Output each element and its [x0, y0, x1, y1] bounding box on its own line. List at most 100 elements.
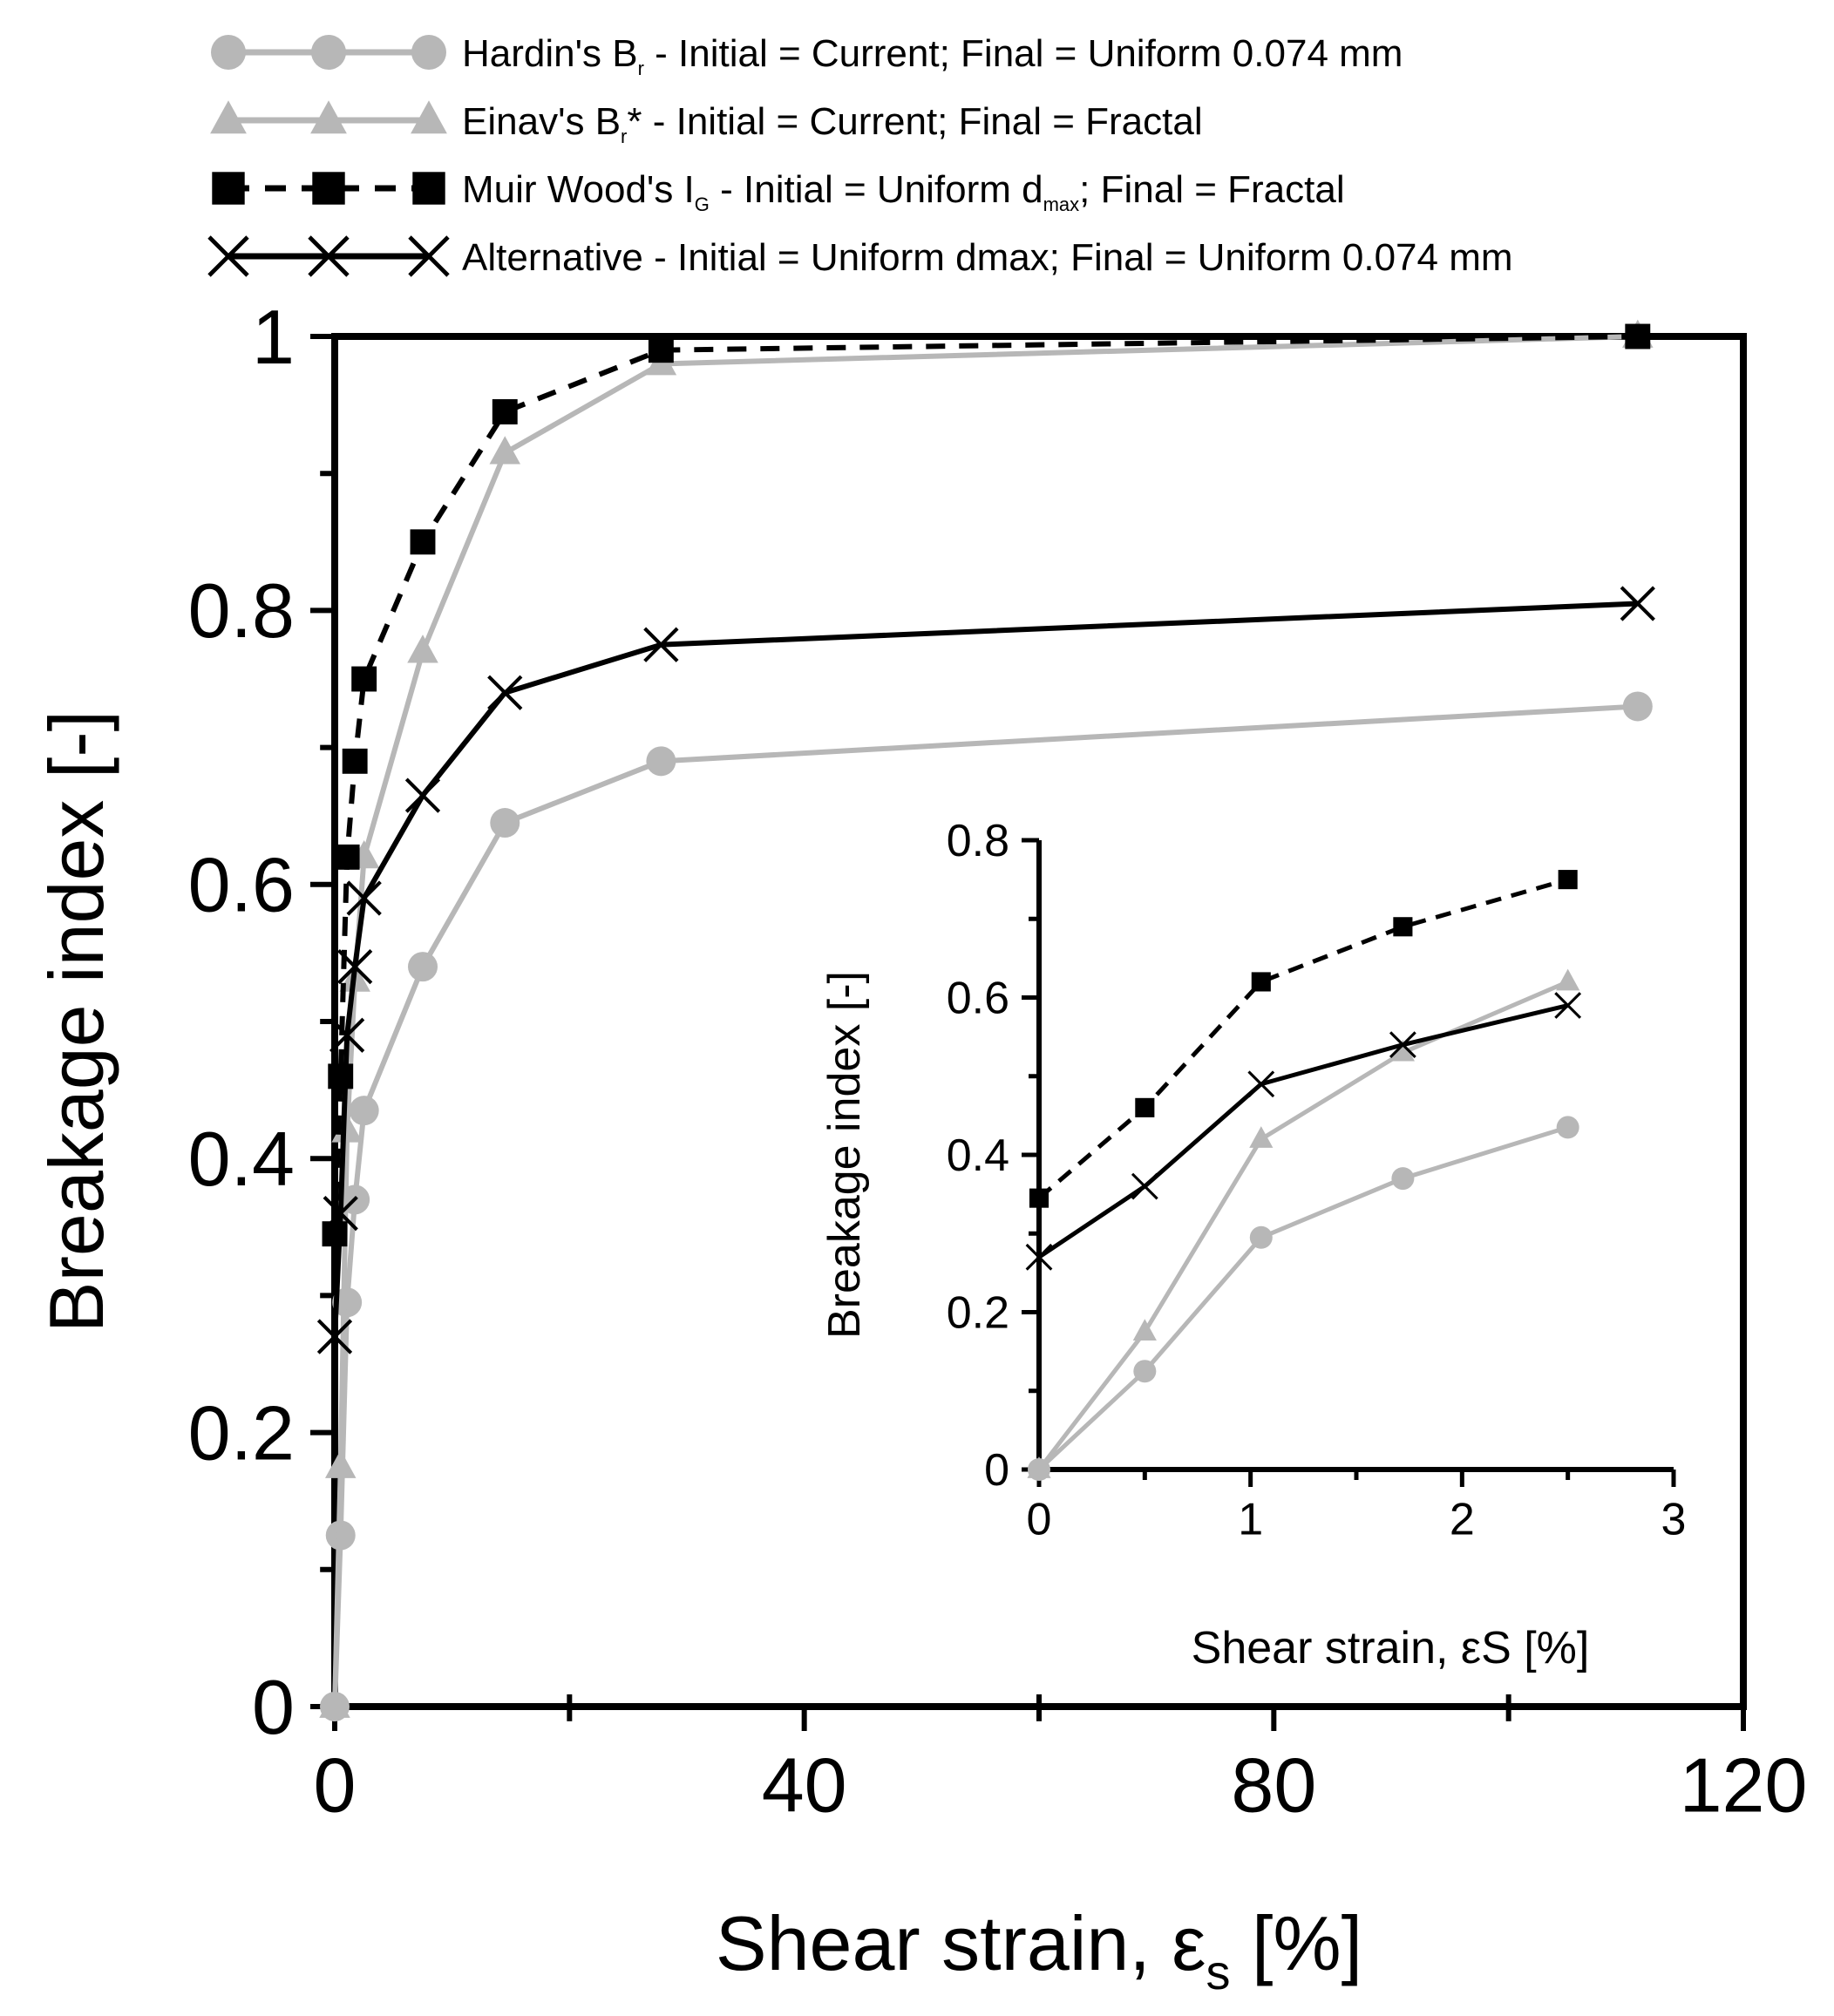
main-point-alternative — [643, 627, 679, 662]
main-point-muirwood — [1625, 323, 1651, 350]
inset-x-tick-label: 3 — [1661, 1495, 1687, 1545]
main-point-muirwood — [322, 1221, 348, 1247]
main-point-hardin — [332, 1287, 363, 1318]
main-x-tick-label: 40 — [762, 1741, 847, 1828]
main-point-muirwood — [334, 844, 360, 870]
main-series-alternative — [316, 586, 1655, 1354]
inset-x-tick-label: 1 — [1238, 1495, 1263, 1545]
inset-point-einav — [1249, 1126, 1274, 1148]
inset-x-tick-label: 2 — [1450, 1495, 1475, 1545]
inset-y-tick-label: 0.8 — [947, 816, 1009, 866]
main-point-alternative — [1620, 586, 1655, 621]
inset-y-axis-label: Breakage index [-] — [819, 971, 870, 1339]
main-point-alternative — [404, 777, 441, 813]
main-point-muirwood — [410, 529, 436, 555]
main-point-einav — [319, 1689, 350, 1718]
legend-label-alternative: Alternative - Initial = Uniform dmax; Fi… — [462, 236, 1513, 279]
main-point-hardin — [408, 952, 438, 982]
main-point-alternative — [316, 1319, 353, 1354]
main-point-alternative — [346, 880, 382, 916]
main-point-alternative — [329, 1017, 365, 1053]
main-line-muirwood — [332, 334, 1638, 1234]
main-point-muirwood — [492, 399, 518, 424]
main-point-muirwood — [351, 666, 377, 692]
inset-point-alternative — [1389, 1031, 1416, 1059]
inset-x-tick-label: 0 — [1027, 1495, 1052, 1545]
main-x-tick-label: 0 — [314, 1741, 357, 1828]
inset-y-tick-label: 0.2 — [947, 1288, 1009, 1339]
legend-marker-alternative — [408, 235, 450, 277]
inset-point-muirwood — [1029, 1188, 1049, 1208]
legend-marker-hardin — [311, 35, 346, 70]
main-y-tick-label: 0 — [252, 1664, 295, 1750]
inset-point-alternative — [1131, 1172, 1158, 1200]
main-point-alternative — [323, 1195, 358, 1232]
inset-point-alternative — [1554, 992, 1582, 1019]
main-x-tick-label: 120 — [1680, 1741, 1808, 1828]
inset-plot: 0 0.2 0.4 0.6 0.8 0 1 2 3 Shear strain, εS [%] Bre… — [819, 816, 1686, 1673]
legend: Hardin's Br - Initial = Current; Final =… — [207, 32, 1513, 279]
inset-point-muirwood — [1558, 870, 1578, 890]
inset-y-tick-label: 0.6 — [947, 974, 1009, 1024]
main-y-axis-label: Breakage index [-] — [33, 710, 119, 1333]
main-point-einav — [407, 635, 438, 663]
legend-item-einav: Einav's Br* - Initial = Current; Final =… — [210, 100, 1203, 147]
main-series-muirwood — [322, 323, 1651, 1247]
inset-point-hardin — [1133, 1360, 1157, 1383]
inset-point-einav — [1556, 968, 1580, 991]
legend-marker-alternative — [308, 235, 350, 277]
legend-label-muirwood: Muir Wood's IG - Initial = Uniform dmax;… — [462, 168, 1345, 215]
inset-y-tick-label: 0.4 — [947, 1130, 1009, 1181]
main-y-tick-label: 0.8 — [188, 567, 295, 654]
inset-series-einav — [1027, 968, 1580, 1478]
main-y-tick-label: 1 — [252, 294, 295, 380]
legend-marker-hardin — [411, 35, 446, 70]
legend-marker-muirwood — [312, 172, 345, 205]
inset-point-einav — [1027, 1456, 1051, 1478]
inset-point-muirwood — [1135, 1097, 1155, 1117]
inset-series-alternative — [1025, 992, 1582, 1271]
main-x-tick-label: 80 — [1231, 1741, 1316, 1828]
inset-x-axis-label: Shear strain, εS [%] — [1192, 1623, 1590, 1673]
inset-line-hardin — [1037, 1125, 1569, 1471]
main-series-einav — [319, 319, 1654, 1718]
inset-point-muirwood — [1251, 972, 1271, 992]
main-line-alternative — [332, 601, 1638, 1337]
main-point-einav — [489, 436, 521, 465]
main-point-muirwood — [328, 1063, 354, 1089]
inset-y-tick-label: 0 — [984, 1445, 1009, 1496]
inset-point-hardin — [1391, 1167, 1415, 1191]
main-point-hardin — [1622, 691, 1653, 722]
legend-marker-muirwood — [412, 172, 445, 205]
inset-point-einav — [1132, 1319, 1157, 1341]
main-point-hardin — [490, 808, 520, 838]
legend-marker-hardin — [211, 35, 246, 70]
main-y-tick-label: 0.2 — [188, 1389, 295, 1476]
inset-point-alternative — [1247, 1070, 1275, 1098]
legend-item-hardin: Hardin's Br - Initial = Current; Final =… — [211, 32, 1403, 79]
inset-point-einav — [1390, 1039, 1415, 1062]
main-point-muirwood — [648, 337, 674, 363]
legend-marker-einav — [210, 100, 247, 134]
main-point-einav — [324, 1449, 357, 1478]
inset-point-muirwood — [1393, 917, 1413, 937]
legend-marker-alternative — [207, 235, 249, 277]
inset-point-hardin — [1249, 1225, 1273, 1249]
legend-marker-einav — [310, 100, 347, 134]
legend-marker-muirwood — [212, 172, 245, 205]
legend-label-hardin: Hardin's Br - Initial = Current; Final =… — [462, 32, 1403, 79]
main-y-tick-label: 0.6 — [188, 842, 295, 928]
legend-item-alternative: Alternative - Initial = Uniform dmax; Fi… — [207, 235, 1513, 279]
inset-point-hardin — [1556, 1116, 1579, 1139]
legend-label-einav: Einav's Br* - Initial = Current; Final =… — [462, 100, 1203, 147]
main-y-tick-label: 0.4 — [188, 1116, 295, 1202]
inset-series-hardin — [1028, 1116, 1579, 1481]
main-point-einav — [331, 1114, 363, 1143]
main-point-muirwood — [342, 748, 368, 774]
main-point-hardin — [349, 1096, 379, 1126]
legend-marker-einav — [411, 100, 447, 134]
inset-point-alternative — [1025, 1243, 1053, 1271]
main-point-alternative — [337, 948, 373, 985]
